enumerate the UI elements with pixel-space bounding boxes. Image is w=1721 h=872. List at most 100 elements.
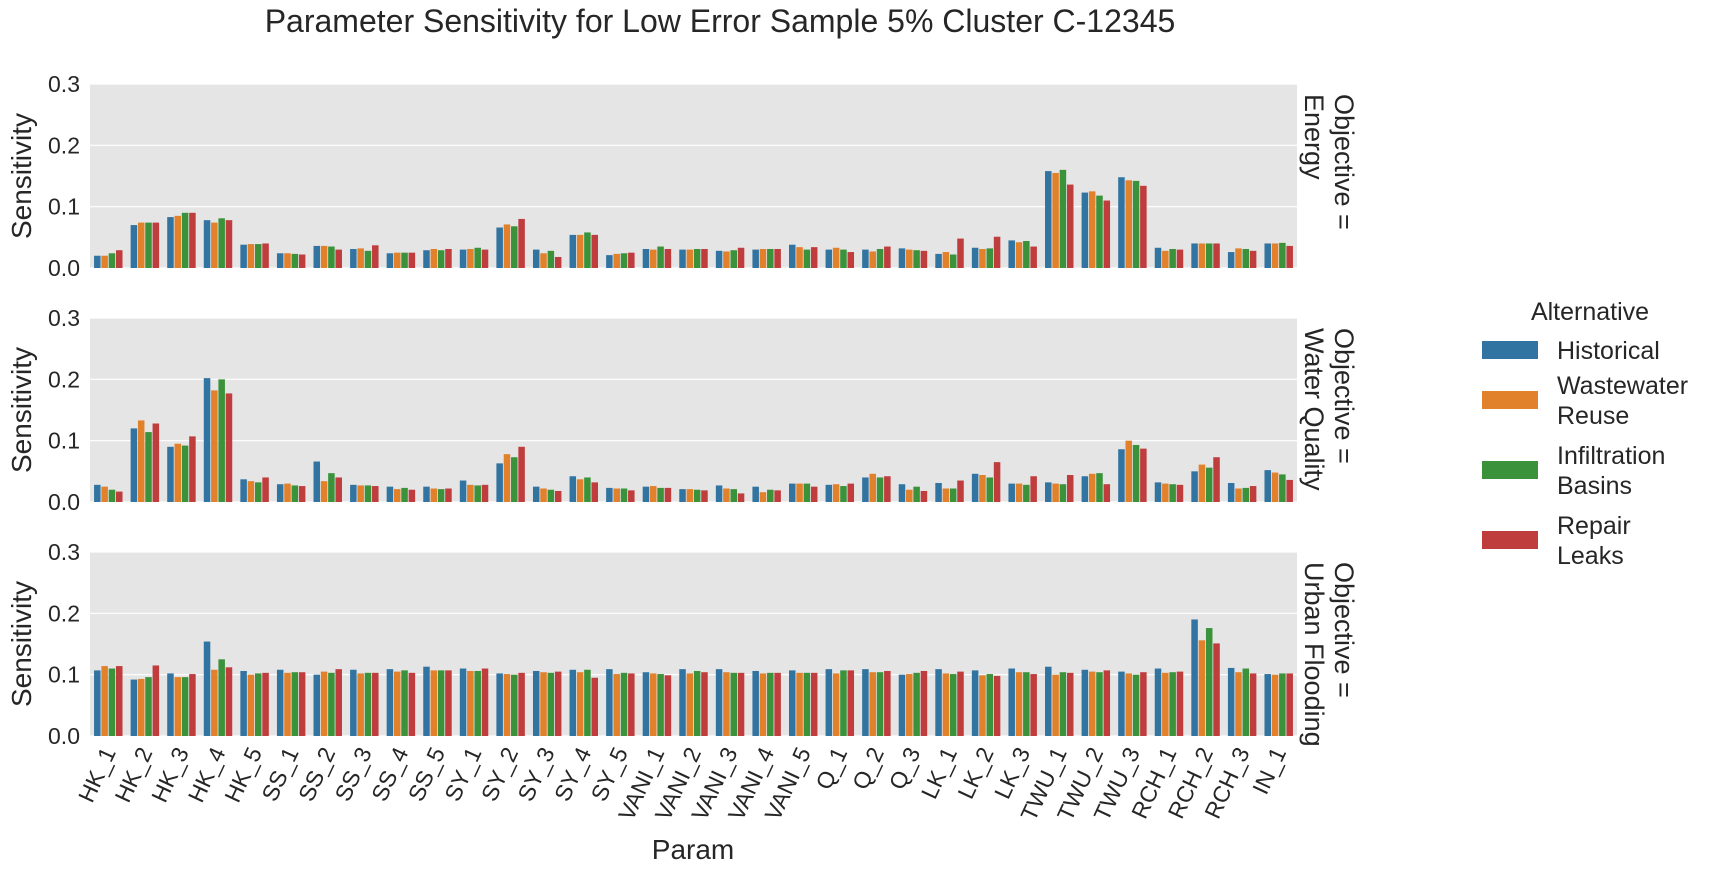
x-tick-label: Q_1 (810, 743, 852, 793)
bar-LK_2-repair-leaks (993, 675, 1001, 736)
bar-LK_2-wastewater-reuse (979, 248, 986, 268)
bar-RCH_1-infiltration-basins (1169, 484, 1176, 502)
bar-VANI_2-wastewater-reuse (686, 489, 694, 502)
bar-SY_1-historical (459, 249, 467, 268)
bar-LK_3-infiltration-basins (1023, 484, 1030, 502)
bar-LK_1-wastewater-reuse (942, 488, 950, 502)
bar-RCH_1-repair-leaks (1176, 249, 1184, 268)
bar-HK_2-infiltration-basins (145, 677, 152, 736)
bar-SS_3-wastewater-reuse (357, 673, 364, 736)
legend-swatch (1482, 531, 1538, 549)
bar-RCH_3-repair-leaks (1249, 250, 1257, 268)
bar-HK_1-wastewater-reuse (101, 486, 108, 502)
y-tick-label: 0.3 (48, 305, 80, 331)
bar-SY_4-repair-leaks (591, 482, 599, 502)
bar-VANI_5-historical (788, 670, 796, 736)
bar-RCH_1-wastewater-reuse (1162, 250, 1169, 268)
bar-RCH_2-infiltration-basins (1205, 243, 1213, 268)
bar-HK_2-wastewater-reuse (137, 222, 145, 268)
bar-SS_3-wastewater-reuse (357, 485, 364, 502)
bar-HK_4-repair-leaks (225, 220, 233, 268)
bar-SY_1-infiltration-basins (474, 670, 481, 736)
bar-IN_1-infiltration-basins (1279, 474, 1286, 502)
bar-SS_1-infiltration-basins (291, 672, 299, 736)
bar-VANI_1-infiltration-basins (657, 487, 664, 502)
bar-SY_3-repair-leaks (554, 256, 562, 268)
bar-HK_5-repair-leaks (262, 672, 269, 736)
y-tick-label: 0.1 (48, 194, 80, 220)
y-axis-label: Sensitivity (6, 347, 37, 473)
bar-SS_2-historical (313, 674, 321, 736)
bar-SY_2-historical (496, 227, 503, 268)
facet-label-line: Urban Flooding (1299, 562, 1329, 747)
bar-VANI_4-repair-leaks (774, 672, 781, 736)
facet-label-line: Objective = (1329, 562, 1359, 698)
bar-TWU_3-repair-leaks (1140, 185, 1147, 268)
bar-TWU_1-repair-leaks (1066, 672, 1074, 736)
bar-TWU_1-repair-leaks (1066, 184, 1074, 268)
bar-SY_2-repair-leaks (518, 446, 525, 502)
bar-SS_2-infiltration-basins (328, 672, 335, 736)
bar-HK_1-wastewater-reuse (101, 255, 108, 268)
bar-RCH_2-historical (1191, 471, 1198, 502)
bar-VANI_2-historical (679, 669, 686, 736)
x-tick-label: Q_2 (847, 743, 889, 793)
bar-HK_1-historical (94, 255, 101, 268)
bar-LK_1-wastewater-reuse (942, 252, 950, 268)
bar-SY_5-historical (606, 255, 613, 268)
bar-RCH_3-infiltration-basins (1242, 487, 1250, 502)
bar-SY_2-wastewater-reuse (503, 674, 511, 736)
bar-SY_3-wastewater-reuse (540, 488, 547, 502)
bar-Q_2-wastewater-reuse (869, 251, 876, 268)
bar-RCH_3-wastewater-reuse (1235, 488, 1242, 502)
bar-SS_3-historical (350, 484, 357, 502)
bar-SS_4-historical (386, 669, 394, 736)
facet-label-line: Objective = (1329, 328, 1359, 464)
bar-Q_1-historical (825, 484, 833, 502)
bar-VANI_5-historical (788, 483, 796, 502)
bar-VANI_1-wastewater-reuse (650, 249, 657, 268)
bar-VANI_3-repair-leaks (737, 247, 745, 268)
bar-HK_3-infiltration-basins (181, 677, 189, 736)
bar-RCH_1-infiltration-basins (1169, 672, 1176, 736)
legend: Alternative Historical Wastewater Reuse Inf… (1482, 298, 1688, 570)
bar-RCH_3-historical (1227, 482, 1235, 502)
bar-SS_2-repair-leaks (335, 669, 342, 736)
bar-RCH_3-historical (1227, 252, 1235, 268)
legend-entry-line: Wastewater (1557, 372, 1688, 400)
bar-SS_5-historical (423, 250, 430, 268)
legend-entry-line: Leaks (1557, 542, 1624, 570)
legend-entry-line: Basins (1557, 472, 1632, 500)
bar-HK_5-wastewater-reuse (247, 244, 255, 268)
bar-SS_4-historical (386, 253, 394, 268)
x-tick-label: IN_1 (1247, 743, 1291, 798)
bar-VANI_2-wastewater-reuse (686, 673, 694, 736)
bar-Q_3-repair-leaks (920, 670, 928, 736)
bar-HK_5-historical (240, 479, 247, 502)
y-tick-label: 0.2 (48, 600, 80, 626)
bar-Q_2-repair-leaks (884, 670, 891, 736)
bar-SS_5-wastewater-reuse (430, 670, 438, 736)
bar-Q_1-infiltration-basins (840, 486, 847, 502)
bar-Q_1-historical (825, 249, 833, 268)
bar-TWU_1-infiltration-basins (1059, 672, 1067, 736)
bar-HK_5-wastewater-reuse (247, 674, 255, 736)
bar-SS_5-wastewater-reuse (430, 248, 438, 268)
bar-VANI_4-infiltration-basins (767, 672, 774, 736)
bar-Q_3-historical (898, 674, 906, 736)
bar-RCH_3-repair-leaks (1249, 673, 1257, 736)
bar-TWU_1-wastewater-reuse (1052, 674, 1059, 736)
bar-LK_1-historical (935, 482, 942, 502)
chart-title: Parameter Sensitivity for Low Error Samp… (265, 3, 1176, 39)
bar-SY_2-wastewater-reuse (503, 224, 511, 268)
bar-LK_1-repair-leaks (957, 480, 964, 502)
bar-HK_4-wastewater-reuse (211, 222, 218, 268)
bar-SY_4-infiltration-basins (584, 669, 591, 736)
bar-SY_5-infiltration-basins (620, 253, 628, 268)
bar-VANI_4-historical (752, 249, 759, 268)
bar-SY_3-wastewater-reuse (540, 253, 547, 268)
bar-LK_2-repair-leaks (993, 236, 1001, 268)
bar-LK_1-historical (935, 669, 942, 736)
bar-IN_1-historical (1264, 674, 1271, 736)
bar-LK_3-repair-leaks (1030, 476, 1037, 502)
